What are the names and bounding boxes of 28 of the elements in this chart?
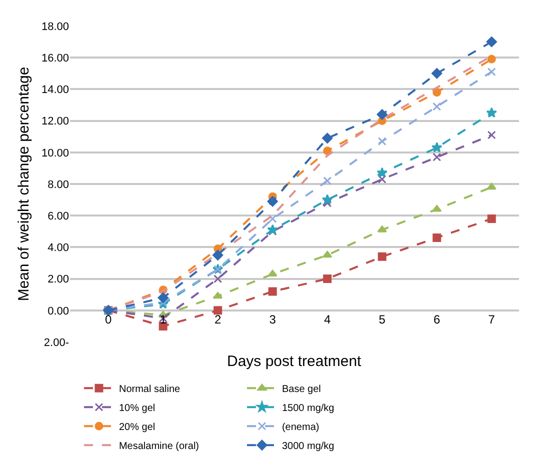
y-tick-label: 14.00 [41,84,69,96]
x-tick-label: 6 [434,312,441,326]
y-tick-label: 6.00 [48,210,69,222]
y-tick-label: 2.00- [44,336,70,349]
y-tick-label: 4.00 [48,242,69,254]
legend-label: 10% gel [118,403,156,414]
x-tick-label: 2 [214,312,222,326]
legend-label: 3000 mg/kg [282,441,334,452]
legend-label: 1500 mg/kg [282,403,334,414]
x-axis-title: Days post treatment [227,353,362,370]
x-tick-label: 7 [488,312,496,326]
x-tick-label: 3 [269,312,276,326]
y-tick-label: 12.00 [41,116,69,128]
y-tick-label: 2.00 [48,274,69,286]
y-tick-label: 0.00 [48,305,69,318]
y-axis-title: Mean of weight change percentage [16,66,33,302]
y-tick-label: 18.00 [41,20,69,33]
legend-label: Mesalamine (oral) [118,441,200,452]
x-tick-label: 4 [324,312,332,326]
y-tick-label: 10.00 [41,147,69,160]
y-tick-label: 16.00 [41,52,69,64]
x-tick-label: 5 [378,312,386,326]
legend-label: Normal saline [118,384,181,395]
x-tick-label: 0 [104,312,112,326]
legend-label: 20% gel [118,422,156,433]
y-tick-label: 8.00 [48,178,69,191]
legend-label: (enema) [282,422,320,433]
legend-label: Base gel [282,384,321,395]
